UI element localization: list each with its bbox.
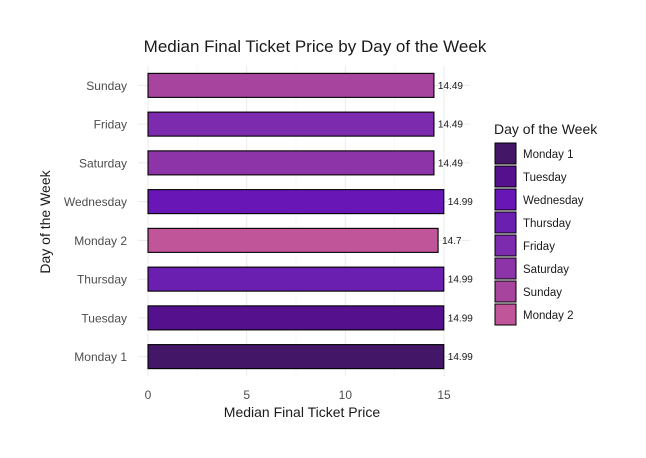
legend-swatch — [494, 188, 517, 211]
x-tick-labels: 0 5 10 15 — [145, 388, 451, 402]
y-axis-title: Day of the Week — [37, 169, 53, 273]
data-label: 14.99 — [448, 313, 473, 324]
legend-swatch — [494, 165, 517, 188]
data-label: 14.7 — [442, 236, 462, 247]
legend-label: Tuesday — [523, 172, 567, 184]
bar-wednesday — [147, 189, 445, 215]
legend-label: Saturday — [523, 264, 569, 276]
bars — [147, 72, 445, 370]
legend-label: Monday 1 — [523, 149, 574, 161]
legend-swatch — [494, 142, 517, 165]
data-label: 14.49 — [438, 120, 463, 131]
chart-title: Median Final Ticket Price by Day of the … — [144, 37, 487, 56]
data-label: 14.99 — [448, 197, 473, 208]
y-tick-labels: Sunday Friday Saturday Wednesday Monday 2 Thu… — [64, 79, 127, 364]
data-labels: 14.49 14.49 14.49 14.99 14.7 14.99 14.99 14.99 — [438, 81, 473, 363]
x-tick-label: 15 — [437, 388, 451, 402]
bar-thursday — [147, 266, 445, 292]
legend-label: Monday 2 — [523, 310, 574, 322]
legend-label: Sunday — [523, 287, 562, 299]
y-tick-label: Tuesday — [81, 311, 127, 325]
legend-label: Friday — [523, 241, 555, 253]
data-label: 14.99 — [448, 275, 473, 286]
legend: Day of the Week Monday 1 Tuesday Wednesday… — [494, 121, 598, 326]
data-label: 14.49 — [438, 158, 463, 169]
bar-tuesday — [147, 305, 445, 331]
legend-swatch — [494, 257, 517, 280]
x-tick-label: 0 — [145, 388, 152, 402]
legend-swatch — [494, 211, 517, 234]
y-tick-label: Monday 1 — [74, 350, 127, 364]
y-tick-label: Monday 2 — [74, 234, 127, 248]
legend-swatch — [494, 280, 517, 303]
y-tick-label: Wednesday — [64, 195, 127, 209]
legend-label: Wednesday — [523, 195, 584, 207]
legend-swatch — [494, 234, 517, 257]
x-axis-title: Median Final Ticket Price — [224, 404, 381, 420]
legend-swatch — [494, 303, 517, 326]
bar-monday-2 — [147, 227, 439, 253]
bar-saturday — [147, 150, 435, 176]
legend-title: Day of the Week — [494, 121, 598, 137]
x-tick-label: 5 — [243, 388, 250, 402]
legend-label: Thursday — [523, 218, 571, 230]
bar-monday-1 — [147, 344, 445, 370]
x-tick-label: 10 — [339, 388, 353, 402]
data-label: 14.49 — [438, 81, 463, 92]
y-tick-label: Sunday — [86, 79, 127, 93]
y-tick-label: Friday — [94, 118, 127, 132]
bar-sunday — [147, 72, 435, 98]
bar-friday — [147, 111, 435, 137]
y-tick-label: Thursday — [77, 273, 127, 287]
legend-items: Monday 1 Tuesday Wednesday Thursday Friday Sa… — [494, 142, 584, 326]
data-label: 14.99 — [448, 352, 473, 363]
y-tick-label: Saturday — [79, 156, 127, 170]
